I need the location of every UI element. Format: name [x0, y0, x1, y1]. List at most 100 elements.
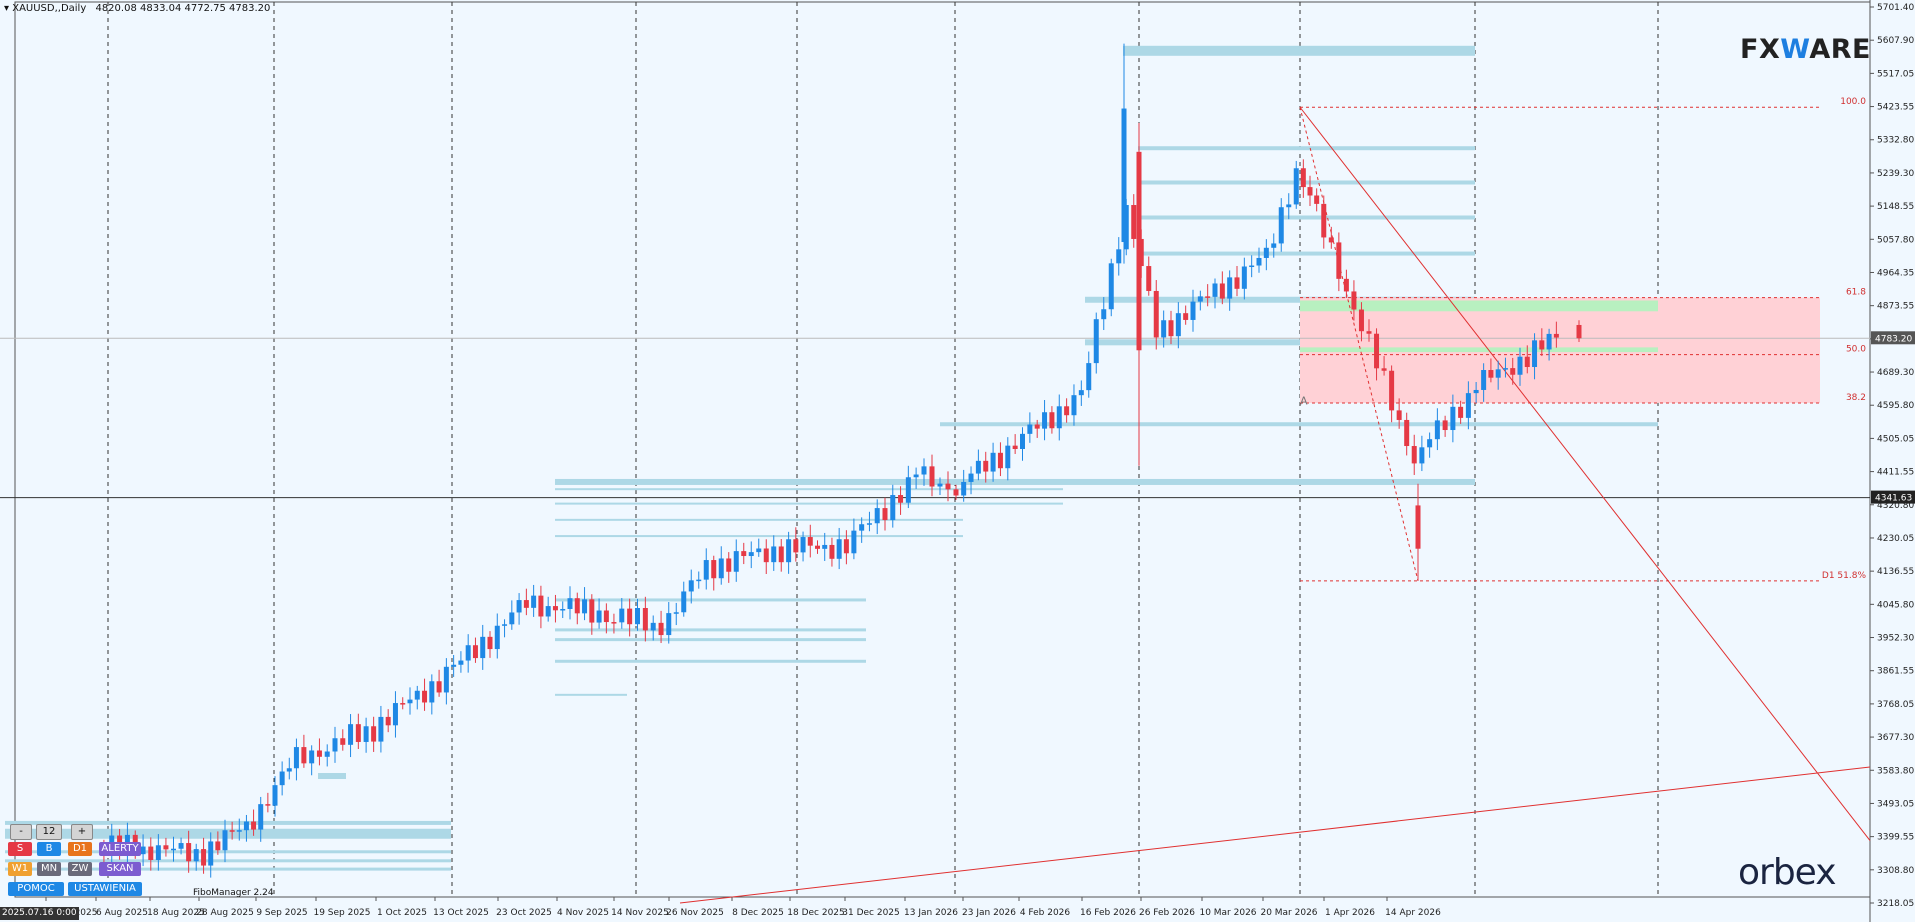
candle-body — [968, 473, 974, 482]
candle-body — [1219, 283, 1225, 299]
candle-body — [567, 598, 573, 609]
candle-body — [778, 546, 784, 563]
price-tick-label: 5148.55 — [1877, 202, 1914, 212]
candle-body — [272, 785, 278, 806]
candle-body — [859, 524, 865, 531]
price-tick-label: 4689.30 — [1877, 368, 1914, 378]
candle-body — [635, 608, 640, 625]
candle-body — [1205, 296, 1211, 298]
candle-body — [666, 613, 672, 636]
candle-body — [1161, 320, 1167, 338]
time-tick-label: 23 Oct 2025 — [496, 908, 552, 918]
buy-button[interactable]: B — [37, 842, 61, 856]
candle-body — [208, 841, 214, 866]
sr-zone — [5, 867, 451, 871]
price-tick-label: 3583.80 — [1877, 766, 1914, 776]
candle-body — [619, 608, 625, 623]
candle-body — [990, 452, 996, 472]
zw-button[interactable]: ZW — [68, 862, 92, 876]
candle-body — [983, 460, 989, 472]
candle-body — [898, 495, 904, 503]
price-tick-label: 5057.80 — [1877, 235, 1914, 245]
time-tick-label: 8 Dec 2025 — [732, 908, 784, 918]
mn-button[interactable]: MN — [37, 862, 61, 876]
candle-body — [1381, 368, 1387, 371]
alerts-button[interactable]: ALERTY — [99, 842, 141, 856]
candle-body — [1488, 370, 1494, 378]
time-tick-label: 13 Oct 2025 — [433, 908, 489, 918]
scan-button[interactable]: SKAN — [99, 862, 141, 876]
price-tick-label: 3399.55 — [1877, 833, 1914, 843]
time-tick-label: 1 Apr 2026 — [1325, 908, 1375, 918]
candle-body — [243, 821, 249, 831]
candle-body — [286, 768, 292, 772]
sr-zone — [555, 638, 866, 642]
candle-body — [236, 830, 242, 832]
candle-body — [163, 845, 169, 850]
candle-body — [726, 558, 732, 572]
candle-body — [1366, 331, 1372, 334]
candle-body — [340, 738, 346, 745]
help-button[interactable]: POMOC — [8, 882, 64, 896]
increase-button[interactable]: + — [71, 824, 93, 840]
sr-zone — [555, 535, 963, 538]
candle-body — [582, 599, 588, 614]
candle-body — [1328, 237, 1334, 243]
candle-body — [414, 690, 420, 700]
candle-body — [627, 608, 633, 625]
candle-body — [733, 551, 739, 572]
candle-body — [574, 598, 580, 614]
candle-body — [1071, 395, 1077, 416]
candle-body — [148, 846, 154, 860]
candle-body — [1078, 390, 1084, 396]
candle-body — [1419, 447, 1425, 464]
candle-body — [1300, 168, 1306, 188]
price-tick-label: 3952.30 — [1877, 634, 1914, 644]
price-tick-label: 3677.30 — [1877, 733, 1914, 743]
d1-button[interactable]: D1 — [68, 842, 92, 856]
candle-body — [1197, 296, 1203, 302]
orbex-logo: orbex — [1738, 852, 1836, 893]
candle-body — [1056, 406, 1062, 429]
candle-body — [843, 539, 849, 554]
candle-body — [487, 636, 493, 650]
candle-body — [400, 703, 406, 705]
candle-body — [1136, 151, 1142, 351]
sell-button[interactable]: S — [8, 842, 32, 856]
candle-body — [1351, 291, 1357, 310]
candle-body — [1517, 356, 1523, 375]
candle-body — [1108, 263, 1114, 310]
candle-body — [429, 681, 435, 703]
candle-body — [1175, 313, 1181, 337]
price-tick-label: 4230.05 — [1877, 534, 1914, 544]
w1-button[interactable]: W1 — [8, 862, 32, 876]
candle-body — [451, 664, 457, 667]
price-tick-label: 5517.05 — [1877, 69, 1914, 79]
candle-body — [1358, 309, 1364, 332]
period-value-field[interactable]: 12 — [36, 824, 62, 840]
candle-body — [1510, 368, 1516, 375]
candle-body — [1278, 207, 1284, 244]
candle-body — [1415, 505, 1421, 549]
sr-zone — [555, 628, 866, 632]
candle-body — [929, 466, 935, 487]
fxware-logo: FXWARE — [1740, 34, 1871, 65]
candle-body — [800, 537, 806, 553]
candle-body — [1121, 108, 1127, 243]
dropdown-arrow-icon[interactable]: ▾ — [4, 3, 10, 14]
price-tick-label: 5701.40 — [1877, 3, 1914, 13]
decrease-button[interactable]: - — [10, 824, 32, 840]
candle-body — [1465, 393, 1471, 418]
candle-body — [258, 804, 264, 830]
candle-body — [1034, 424, 1040, 429]
candle-body — [279, 771, 285, 786]
candle-body — [822, 544, 828, 549]
settings-button[interactable]: USTAWIENIA — [68, 882, 142, 896]
candle-body — [443, 666, 449, 693]
time-tick-label: 16 Feb 2026 — [1080, 908, 1136, 918]
candle-body — [658, 622, 664, 636]
sr-zone — [1138, 251, 1475, 256]
candle-body — [531, 595, 537, 608]
sr-zone — [555, 502, 1063, 505]
